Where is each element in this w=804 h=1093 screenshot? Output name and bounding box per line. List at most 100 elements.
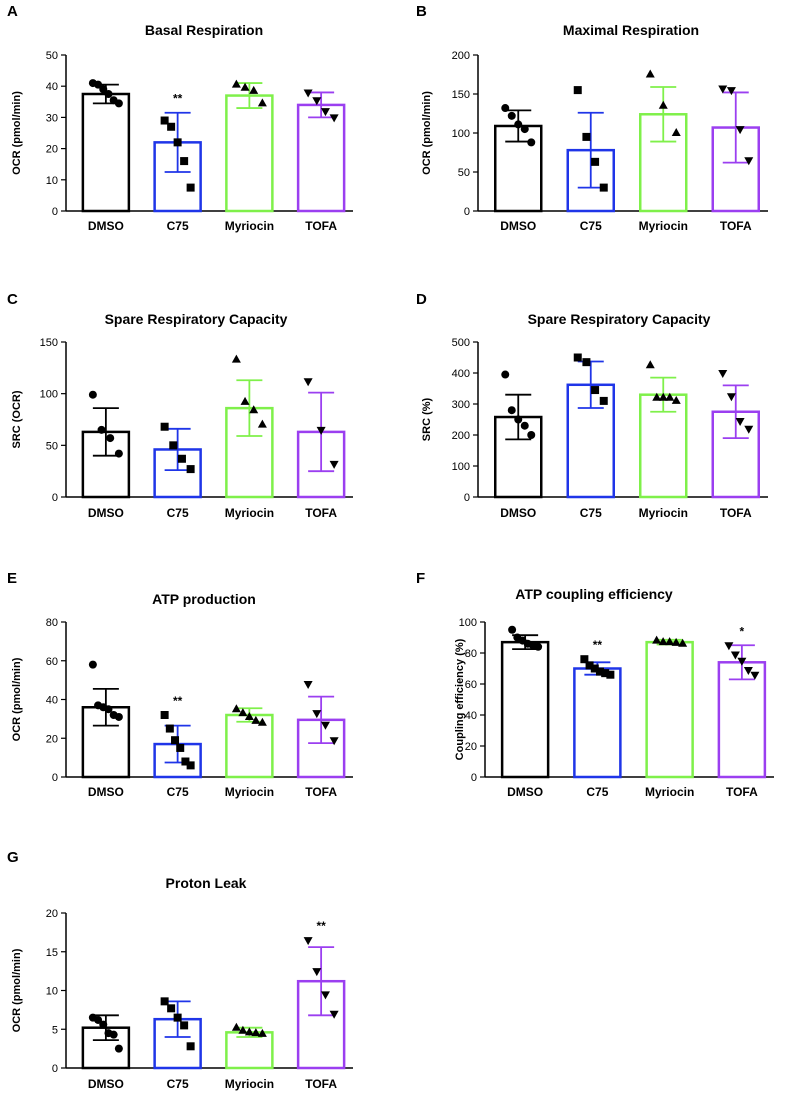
- x-category-label: DMSO: [500, 219, 536, 233]
- data-point: [671, 637, 681, 646]
- x-category-label: TOFA: [305, 1077, 337, 1091]
- x-category-label: Myriocin: [639, 219, 688, 233]
- data-point: [726, 393, 736, 402]
- data-point: [718, 370, 728, 378]
- data-point: [320, 991, 330, 1000]
- data-point: [104, 90, 113, 98]
- chart-title: Spare Respiratory Capacity: [105, 311, 288, 327]
- data-point: [329, 1010, 339, 1019]
- x-category-label: TOFA: [720, 506, 752, 520]
- data-point: [718, 85, 728, 94]
- chart-title: Spare Respiratory Capacity: [528, 311, 711, 327]
- data-point: [160, 711, 169, 719]
- data-point: [181, 757, 190, 766]
- data-point: [737, 657, 747, 666]
- data-point: [750, 671, 760, 680]
- data-point: [507, 406, 516, 415]
- y-tick-label: 300: [452, 399, 470, 411]
- panel-letter: F: [416, 570, 425, 587]
- data-point: [658, 392, 668, 401]
- data-point: [169, 441, 178, 450]
- data-point: [186, 1042, 195, 1051]
- panel-letter: C: [7, 291, 18, 308]
- x-category-label: TOFA: [305, 219, 337, 233]
- data-point: [251, 715, 261, 724]
- x-category-label: DMSO: [88, 785, 124, 799]
- data-point: [88, 660, 97, 669]
- data-point: [743, 667, 753, 676]
- data-point: [599, 396, 608, 405]
- data-point: [231, 704, 241, 713]
- data-point: [303, 937, 313, 946]
- data-point: [231, 354, 241, 363]
- x-category-label: TOFA: [726, 785, 758, 799]
- y-axis-label: OCR (pmol/min): [11, 657, 23, 741]
- data-point: [329, 737, 339, 746]
- chart-title: Basal Respiration: [145, 22, 263, 38]
- y-tick-label: 40: [46, 695, 58, 707]
- data-point: [114, 99, 123, 108]
- data-point: [238, 708, 248, 717]
- y-tick-label: 0: [464, 206, 470, 218]
- data-point: [173, 1013, 182, 1022]
- data-point: [257, 98, 267, 107]
- data-point: [585, 661, 594, 670]
- chart-title: ATP production: [152, 591, 256, 607]
- data-point: [590, 664, 599, 673]
- data-point: [671, 128, 681, 136]
- x-category-label: DMSO: [88, 219, 124, 233]
- data-point: [97, 425, 106, 434]
- data-point: [303, 378, 313, 387]
- y-axis-label: Coupling efficiency (%): [454, 638, 466, 760]
- panel-letter: A: [7, 3, 18, 20]
- data-point: [316, 426, 326, 435]
- data-point: [527, 138, 536, 147]
- y-tick-label: 5: [52, 1024, 58, 1036]
- y-tick-label: 20: [46, 733, 58, 745]
- data-point: [249, 85, 259, 94]
- data-point: [744, 157, 754, 166]
- x-category-label: Myriocin: [225, 785, 274, 799]
- y-tick-label: 0: [464, 492, 470, 504]
- y-tick-label: 60: [46, 656, 58, 668]
- data-point: [94, 80, 103, 89]
- data-point: [501, 104, 510, 113]
- y-tick-label: 40: [46, 81, 58, 93]
- x-category-label: TOFA: [720, 219, 752, 233]
- data-point: [257, 717, 267, 726]
- significance-marker: **: [173, 694, 183, 708]
- data-point: [257, 1028, 267, 1037]
- y-tick-label: 150: [452, 89, 470, 101]
- data-point: [645, 69, 655, 78]
- data-point: [599, 183, 608, 192]
- data-point: [329, 114, 339, 123]
- y-axis-label: SRC (%): [421, 397, 433, 441]
- x-category-label: C75: [167, 1077, 189, 1091]
- data-point: [514, 415, 523, 424]
- panel-f: F ATP coupling efficiency Coupling efficie…: [416, 570, 774, 799]
- significance-marker: **: [316, 919, 326, 933]
- y-tick-label: 20: [465, 741, 477, 753]
- panel-letter: E: [7, 570, 17, 587]
- chart-title: Proton Leak: [166, 875, 247, 891]
- y-tick-label: 100: [459, 617, 477, 629]
- bar-myriocin: [225, 1031, 274, 1070]
- bar-dmso: [500, 640, 550, 779]
- data-point: [99, 1020, 108, 1029]
- x-category-label: C75: [580, 219, 602, 233]
- y-tick-label: 80: [465, 648, 477, 660]
- y-tick-label: 10: [46, 986, 58, 998]
- panel-g: G Proton Leak OCR (pmol/min) 0 5 10 15 20 DMSO C7…: [7, 849, 353, 1091]
- data-point: [665, 392, 675, 401]
- data-point: [173, 138, 182, 147]
- x-category-label: C75: [586, 785, 608, 799]
- x-category-label: Myriocin: [645, 785, 694, 799]
- data-point: [244, 1027, 254, 1036]
- data-point: [180, 157, 189, 166]
- data-point: [249, 405, 259, 414]
- data-point: [501, 370, 510, 379]
- bar-tofa: [717, 661, 767, 779]
- x-category-label: C75: [167, 785, 189, 799]
- y-tick-label: 30: [46, 112, 58, 124]
- x-category-label: TOFA: [305, 506, 337, 520]
